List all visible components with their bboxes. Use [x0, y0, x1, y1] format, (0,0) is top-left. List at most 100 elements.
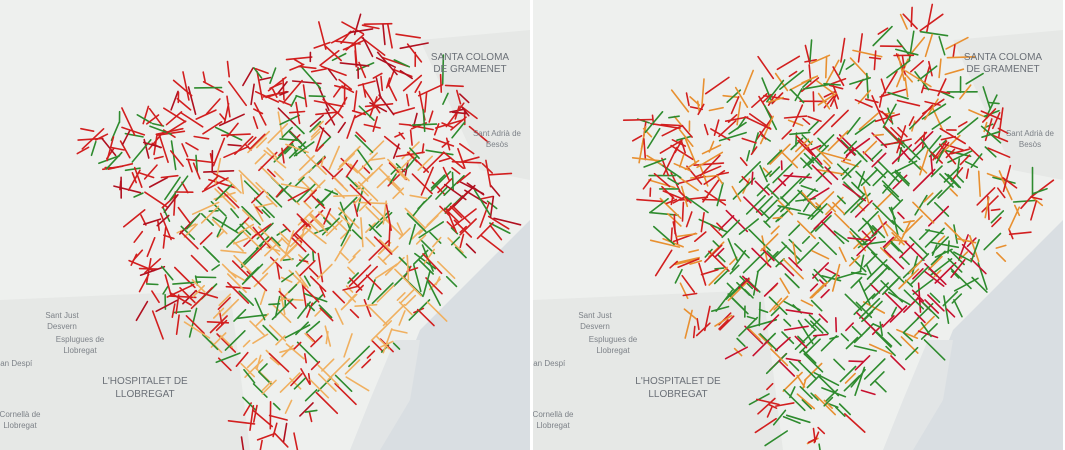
- street: [174, 266, 196, 289]
- street: [281, 344, 294, 358]
- street: [162, 206, 171, 222]
- street: [783, 300, 801, 311]
- street: [358, 105, 375, 121]
- street: [734, 86, 749, 108]
- street: [183, 223, 198, 238]
- street: [273, 431, 289, 448]
- street: [353, 195, 363, 205]
- street: [411, 229, 422, 240]
- street: [348, 264, 372, 287]
- street: [722, 94, 740, 99]
- street: [692, 325, 696, 339]
- street: [443, 174, 465, 196]
- street: [90, 140, 97, 157]
- street: [783, 318, 792, 327]
- street: [279, 114, 301, 126]
- street: [987, 101, 1000, 105]
- street: [801, 75, 819, 84]
- street: [695, 322, 711, 337]
- street: [388, 223, 391, 247]
- street: [347, 272, 360, 284]
- street: [192, 284, 205, 298]
- street: [209, 315, 228, 334]
- street: [303, 353, 308, 364]
- street: [202, 121, 223, 135]
- street: [928, 135, 942, 150]
- street: [199, 232, 213, 245]
- street: [266, 191, 283, 208]
- street: [294, 176, 305, 187]
- street: [374, 263, 398, 280]
- street: [308, 411, 313, 423]
- street: [381, 245, 399, 263]
- street: [853, 227, 876, 250]
- street: [765, 185, 780, 200]
- street: [262, 324, 279, 341]
- street: [679, 196, 709, 201]
- street: [170, 90, 179, 111]
- street: [825, 196, 844, 216]
- street: [840, 37, 846, 63]
- street: [223, 145, 249, 159]
- street: [1008, 206, 1021, 231]
- street: [414, 81, 423, 93]
- street: [829, 93, 838, 107]
- street: [643, 138, 647, 161]
- street: [909, 59, 925, 73]
- street: [380, 340, 394, 348]
- street: [802, 157, 815, 169]
- street: [904, 346, 919, 361]
- street: [797, 319, 814, 345]
- street: [764, 430, 788, 447]
- street: [869, 283, 881, 294]
- street: [987, 147, 1011, 158]
- street: [927, 205, 950, 227]
- street: [366, 163, 384, 180]
- street: [697, 103, 705, 116]
- street: [422, 253, 443, 275]
- street: [459, 233, 465, 249]
- street: [878, 94, 883, 108]
- street: [378, 167, 401, 190]
- street: [919, 13, 944, 32]
- street: [956, 117, 979, 135]
- street: [696, 100, 701, 113]
- street: [281, 147, 285, 164]
- street: [271, 298, 294, 321]
- street: [801, 349, 817, 364]
- street: [927, 294, 945, 312]
- street: [451, 171, 455, 192]
- street: [453, 184, 476, 208]
- street: [352, 249, 361, 258]
- street: [226, 60, 230, 78]
- street: [882, 236, 895, 248]
- street: [944, 68, 965, 76]
- street: [395, 33, 422, 39]
- street: [394, 268, 410, 284]
- street: [158, 133, 169, 164]
- street: [321, 358, 335, 372]
- street: [282, 422, 288, 443]
- street: [487, 215, 510, 230]
- street: [683, 308, 697, 320]
- street: [802, 83, 830, 90]
- street: [872, 323, 882, 329]
- street: [372, 72, 383, 79]
- street: [783, 115, 808, 119]
- street: [240, 174, 244, 195]
- street: [824, 166, 839, 181]
- street: [848, 255, 861, 267]
- street: [1008, 228, 1014, 240]
- street: [307, 372, 312, 385]
- street: [813, 268, 828, 283]
- street: [454, 208, 477, 227]
- street: [927, 60, 933, 77]
- street: [772, 409, 787, 426]
- street: [894, 171, 910, 187]
- street: [965, 72, 984, 85]
- street: [255, 313, 269, 327]
- street: [863, 140, 878, 155]
- street: [298, 155, 315, 171]
- street: [113, 185, 142, 194]
- street: [923, 270, 945, 287]
